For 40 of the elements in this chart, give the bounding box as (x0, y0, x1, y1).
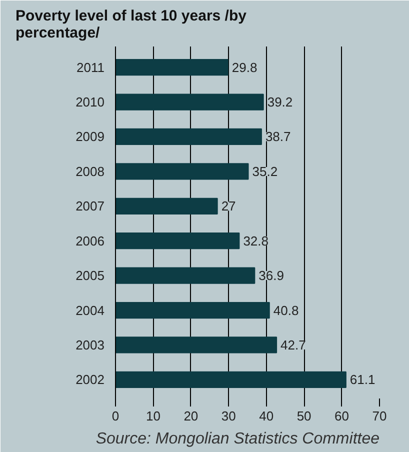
bar (116, 94, 264, 110)
y-tick-label: 2003 (76, 337, 104, 352)
y-tick-label: 2011 (76, 60, 105, 75)
y-tick-label: 2007 (76, 198, 104, 214)
y-tick-label: 2006 (76, 233, 104, 248)
x-tick-label: 40 (259, 408, 274, 424)
bar (116, 336, 278, 354)
bar (116, 302, 270, 319)
data-label: 42.7 (280, 337, 306, 352)
bar (116, 267, 256, 284)
x-tick-label: 60 (334, 408, 350, 424)
data-label: 29.8 (232, 60, 258, 75)
y-tick-label: 2002 (76, 372, 104, 388)
x-tick-label: 30 (221, 408, 236, 424)
data-label: 35.2 (252, 164, 278, 179)
y-tick-label: 2008 (76, 164, 104, 179)
y-tick-label: 2009 (76, 129, 104, 144)
bar (116, 371, 346, 388)
bar (116, 128, 262, 146)
data-label: 36.9 (258, 268, 284, 284)
y-tick-label: 2004 (76, 302, 104, 318)
bar (116, 163, 249, 180)
x-tick-label: 20 (184, 408, 198, 424)
data-label: 61.1 (350, 372, 376, 388)
bar (116, 198, 218, 214)
data-label: 32.8 (243, 233, 269, 248)
data-label: 38.7 (265, 129, 291, 144)
x-tick-label: 10 (146, 408, 160, 424)
data-label: 27 (221, 198, 236, 214)
data-label: 39.2 (267, 94, 293, 110)
x-tick-label: 0 (112, 408, 120, 424)
source-note: Source: Mongolian Statistics Committee (96, 430, 380, 448)
y-tick-label: 2005 (76, 268, 104, 284)
bar (116, 59, 228, 76)
y-tick-label: 2010 (76, 94, 104, 110)
data-label: 40.8 (273, 302, 299, 318)
x-tick-label: 70 (372, 408, 387, 424)
x-tick-label: 50 (296, 408, 312, 424)
chart-title: Poverty level of last 10 years /by percentage/ (16, 8, 248, 42)
bar (116, 232, 240, 250)
